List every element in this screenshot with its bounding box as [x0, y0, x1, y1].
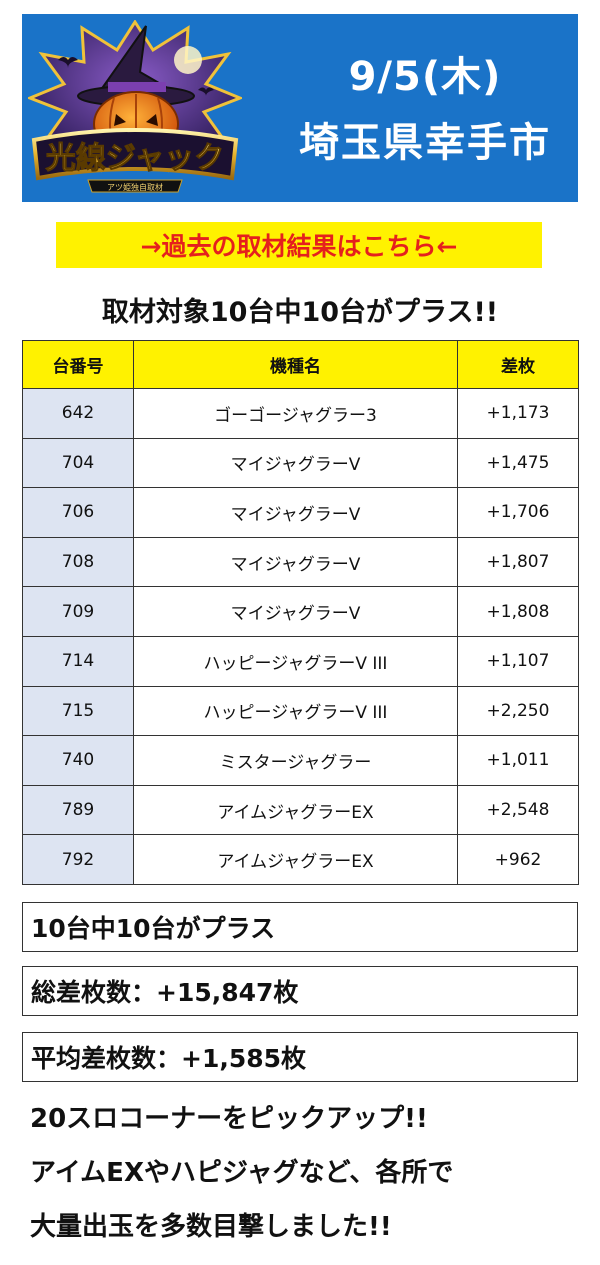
table-row: 642 ゴーゴージャグラー3 +1,173	[22, 388, 579, 439]
model-name: マイジャグラーV	[133, 487, 458, 538]
banner-date: 9/5(木)	[348, 54, 502, 100]
diff-value: +1,808	[457, 586, 579, 637]
svg-text:光線ジャック: 光線ジャック	[46, 141, 225, 176]
machine-number: 792	[22, 834, 134, 885]
table-row: 704 マイジャグラーV +1,475	[22, 437, 579, 489]
table-row: 714 ハッピージャグラーV III +1,107	[22, 635, 579, 687]
table-row: 740 ミスタージャグラー +1,011	[22, 735, 579, 786]
comment-line: 20スロコーナーをピックアップ!!	[30, 1104, 428, 1134]
model-name: アイムジャグラーEX	[133, 784, 458, 836]
table-row: 706 マイジャグラーV +1,706	[22, 487, 579, 538]
diff-value: +2,548	[457, 784, 579, 836]
machine-number: 642	[22, 388, 134, 439]
diff-value: +1,107	[457, 635, 579, 687]
model-name: ミスタージャグラー	[133, 735, 458, 786]
summary-average-diff: 平均差枚数：+1,585枚	[22, 1032, 578, 1082]
table-row: 789 アイムジャグラーEX +2,548	[22, 784, 579, 836]
summary-plus-count: 10台中10台がプラス	[22, 902, 578, 952]
machine-number: 709	[22, 586, 134, 637]
svg-text:アツ姫独自取材: アツ姫独自取材	[107, 182, 163, 192]
model-name: ハッピージャグラーV III	[133, 685, 458, 737]
summary-total-diff: 総差枚数：+15,847枚	[22, 966, 578, 1016]
model-name: マイジャグラーV	[133, 437, 458, 489]
model-name: ハッピージャグラーV III	[133, 635, 458, 687]
header-banner: 光線ジャック アツ姫独自取材 9/5(木) 埼玉県幸手市	[22, 14, 578, 202]
diff-value: +1,011	[457, 735, 579, 786]
machine-number: 715	[22, 685, 134, 737]
table-row: 709 マイジャグラーV +1,808	[22, 586, 579, 637]
header-machine-number: 台番号	[22, 340, 134, 389]
past-results-link[interactable]: →過去の取材結果はこちら←	[56, 222, 542, 268]
headline: 取材対象10台中10台がプラス!!	[101, 297, 499, 328]
diff-value: +1,706	[457, 487, 579, 538]
machine-number: 704	[22, 437, 134, 489]
model-name: マイジャグラーV	[133, 586, 458, 637]
table-header-row: 台番号 機種名 差枚	[22, 340, 579, 389]
machine-number: 789	[22, 784, 134, 836]
comment-line: アイムEXやハピジャグなど、各所で	[30, 1158, 454, 1188]
kousen-jack-logo: 光線ジャック アツ姫独自取材	[28, 20, 242, 193]
table-row: 792 アイムジャグラーEX +962	[22, 834, 579, 885]
diff-value: +1,173	[457, 388, 579, 439]
banner-place: 埼玉県幸手市	[299, 120, 551, 166]
header-diff: 差枚	[457, 340, 579, 389]
model-name: アイムジャグラーEX	[133, 834, 458, 885]
model-name: ゴーゴージャグラー3	[133, 388, 458, 439]
machine-number: 740	[22, 735, 134, 786]
machine-number: 714	[22, 635, 134, 687]
comment-line: 大量出玉を多数目撃しました!!	[30, 1212, 392, 1242]
diff-value: +962	[457, 834, 579, 885]
table-row: 715 ハッピージャグラーV III +2,250	[22, 685, 579, 737]
diff-value: +1,807	[457, 536, 579, 588]
results-table: 台番号 機種名 差枚 642 ゴーゴージャグラー3 +1,173 704 マイジャグラ…	[22, 340, 579, 885]
table-row: 708 マイジャグラーV +1,807	[22, 536, 579, 588]
diff-value: +1,475	[457, 437, 579, 489]
model-name: マイジャグラーV	[133, 536, 458, 588]
header-model-name: 機種名	[133, 340, 458, 389]
diff-value: +2,250	[457, 685, 579, 737]
machine-number: 708	[22, 536, 134, 588]
machine-number: 706	[22, 487, 134, 538]
